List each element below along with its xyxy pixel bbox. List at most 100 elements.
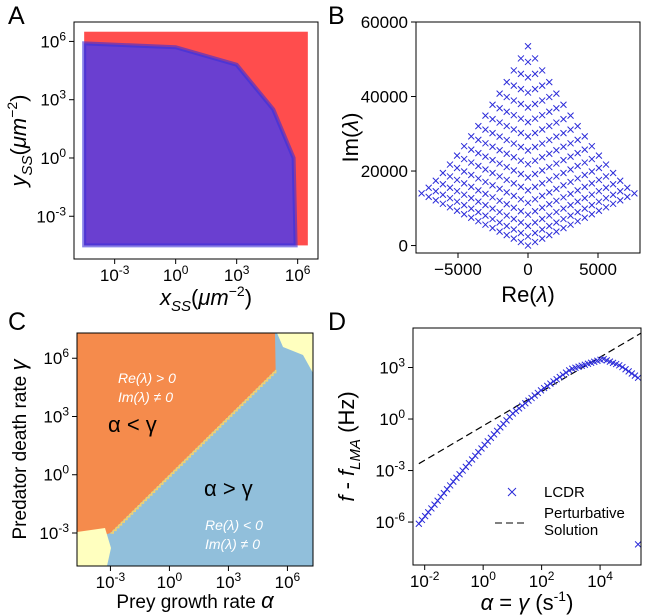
eigenvalue-point: [545, 200, 553, 208]
eigenvalue-point: [510, 204, 518, 212]
lcdr-point: [556, 373, 564, 381]
y-tick-label-d: 100: [379, 407, 405, 429]
eigenvalue-point: [623, 184, 631, 192]
eigenvalue-point: [574, 217, 582, 225]
eigenvalue-point: [545, 108, 553, 116]
eigenvalue-point: [545, 122, 553, 130]
eigenvalue-point: [524, 174, 532, 181]
region-label-alpha-gt-gamma: α > γ: [204, 476, 253, 501]
eigenvalue-point: [446, 173, 454, 180]
eigenvalue-point: [460, 168, 468, 175]
eigenvalue-point: [553, 90, 560, 97]
eigenvalue-point: [616, 177, 624, 185]
eigenvalue-point: [489, 129, 496, 137]
purple-edge: [82, 41, 298, 248]
eigenvalue-point: [482, 112, 489, 119]
eigenvalue-point: [489, 182, 496, 189]
lcdr-point: [553, 375, 561, 383]
lcdr-point: [615, 361, 623, 369]
eigenvalue-point: [474, 198, 482, 205]
eigenvalue-point: [503, 222, 511, 230]
eigenvalue-point: [517, 129, 525, 137]
legend-label-lcdr: LCDR: [544, 484, 585, 501]
eigenvalue-point: [531, 70, 539, 78]
lcdr-point: [619, 363, 626, 371]
eigenvalue-point: [496, 160, 503, 167]
eigenvalue-point: [425, 193, 433, 201]
eigenvalue-point: [616, 187, 624, 195]
eigenvalue-point: [609, 191, 617, 199]
eigenvalue-point: [560, 215, 567, 223]
eigenvalue-point: [467, 171, 475, 179]
eigenvalue-point: [510, 111, 518, 119]
eigenvalue-point: [602, 173, 610, 180]
eigenvalue-point: [602, 184, 610, 192]
perturbative-line: [418, 332, 642, 465]
panel-letter-b: B: [328, 2, 345, 30]
eigenvalue-point: [489, 101, 496, 109]
eigenvalue-point: [482, 153, 489, 160]
eigenvalue-point: [581, 183, 589, 191]
eigenvalue-point: [531, 129, 539, 137]
eigenvalue-point: [503, 231, 511, 239]
eigenvalue-point: [524, 118, 532, 126]
eigenvalue-point: [418, 190, 425, 197]
eigenvalue-point: [560, 115, 567, 123]
eigenvalue-point: [531, 100, 539, 108]
eigenvalue-point: [489, 205, 496, 212]
eigenvalue-point: [538, 111, 546, 119]
y-tick-label-c: 10-3: [39, 521, 69, 543]
eigenvalue-point: [531, 115, 539, 123]
eigenvalue-point: [567, 221, 574, 229]
eigenvalue-point: [503, 108, 511, 116]
legend-marker-lcdr: [507, 487, 517, 497]
x-tick-label-c: 10-3: [96, 570, 126, 592]
lcdr-point: [540, 384, 548, 392]
eigenvalue-point: [524, 147, 532, 154]
x-axis-label-b: Re(λ): [501, 282, 555, 307]
eigenvalue-point: [496, 219, 503, 226]
eigenvalue-point: [567, 166, 574, 173]
diagonal-boundary: [110, 369, 277, 534]
y-axis-label-d: f - fLMA (Hz): [334, 391, 364, 501]
eigenvalue-point: [588, 155, 596, 163]
eigenvalue-point: [496, 185, 503, 193]
y-tick-label-c: 100: [43, 463, 69, 485]
eigenvalue-point: [538, 235, 546, 242]
eigenvalue-point: [474, 162, 482, 170]
region-label-small-top: Re(λ) > 0: [118, 370, 176, 386]
eigenvalue-point: [439, 191, 447, 199]
eigenvalue-point: [453, 164, 461, 172]
eigenvalue-point: [574, 198, 582, 205]
y-tick-label-b: 20000: [361, 162, 408, 181]
eigenvalue-point: [474, 136, 482, 144]
eigenvalue-point: [524, 58, 532, 66]
eigenvalue-point: [531, 157, 539, 165]
eigenvalue-point: [567, 112, 574, 119]
eigenvalue-point: [574, 175, 582, 182]
eigenvalue-point: [631, 190, 638, 197]
eigenvalue-point: [467, 214, 475, 222]
eigenvalue-point: [489, 115, 496, 123]
eigenvalue-point: [581, 205, 589, 212]
eigenvalue-point: [553, 104, 560, 112]
eigenvalue-point: [517, 143, 525, 151]
eigenvalue-point: [446, 184, 454, 192]
y-axis-label-c: Predator death rate γ: [6, 358, 31, 540]
eigenvalue-point: [581, 146, 589, 154]
lcdr-point: [634, 374, 642, 382]
region-label-small-top-2: Im(λ) ≠ 0: [118, 389, 173, 405]
y-tick-label-d: 103: [379, 356, 405, 378]
eigenvalue-point: [553, 173, 560, 180]
eigenvalue-point: [496, 208, 503, 216]
eigenvalue-point: [538, 82, 546, 89]
eigenvalue-point: [467, 183, 475, 191]
eigenvalue-point: [467, 205, 475, 212]
eigenvalue-point: [453, 198, 461, 206]
eigenvalue-point: [474, 122, 482, 130]
eigenvalue-point: [567, 190, 574, 198]
eigenvalue-point: [446, 203, 454, 211]
eigenvalue-point: [524, 233, 532, 240]
eigenvalue-point: [553, 160, 560, 167]
eigenvalue-point: [496, 146, 503, 154]
